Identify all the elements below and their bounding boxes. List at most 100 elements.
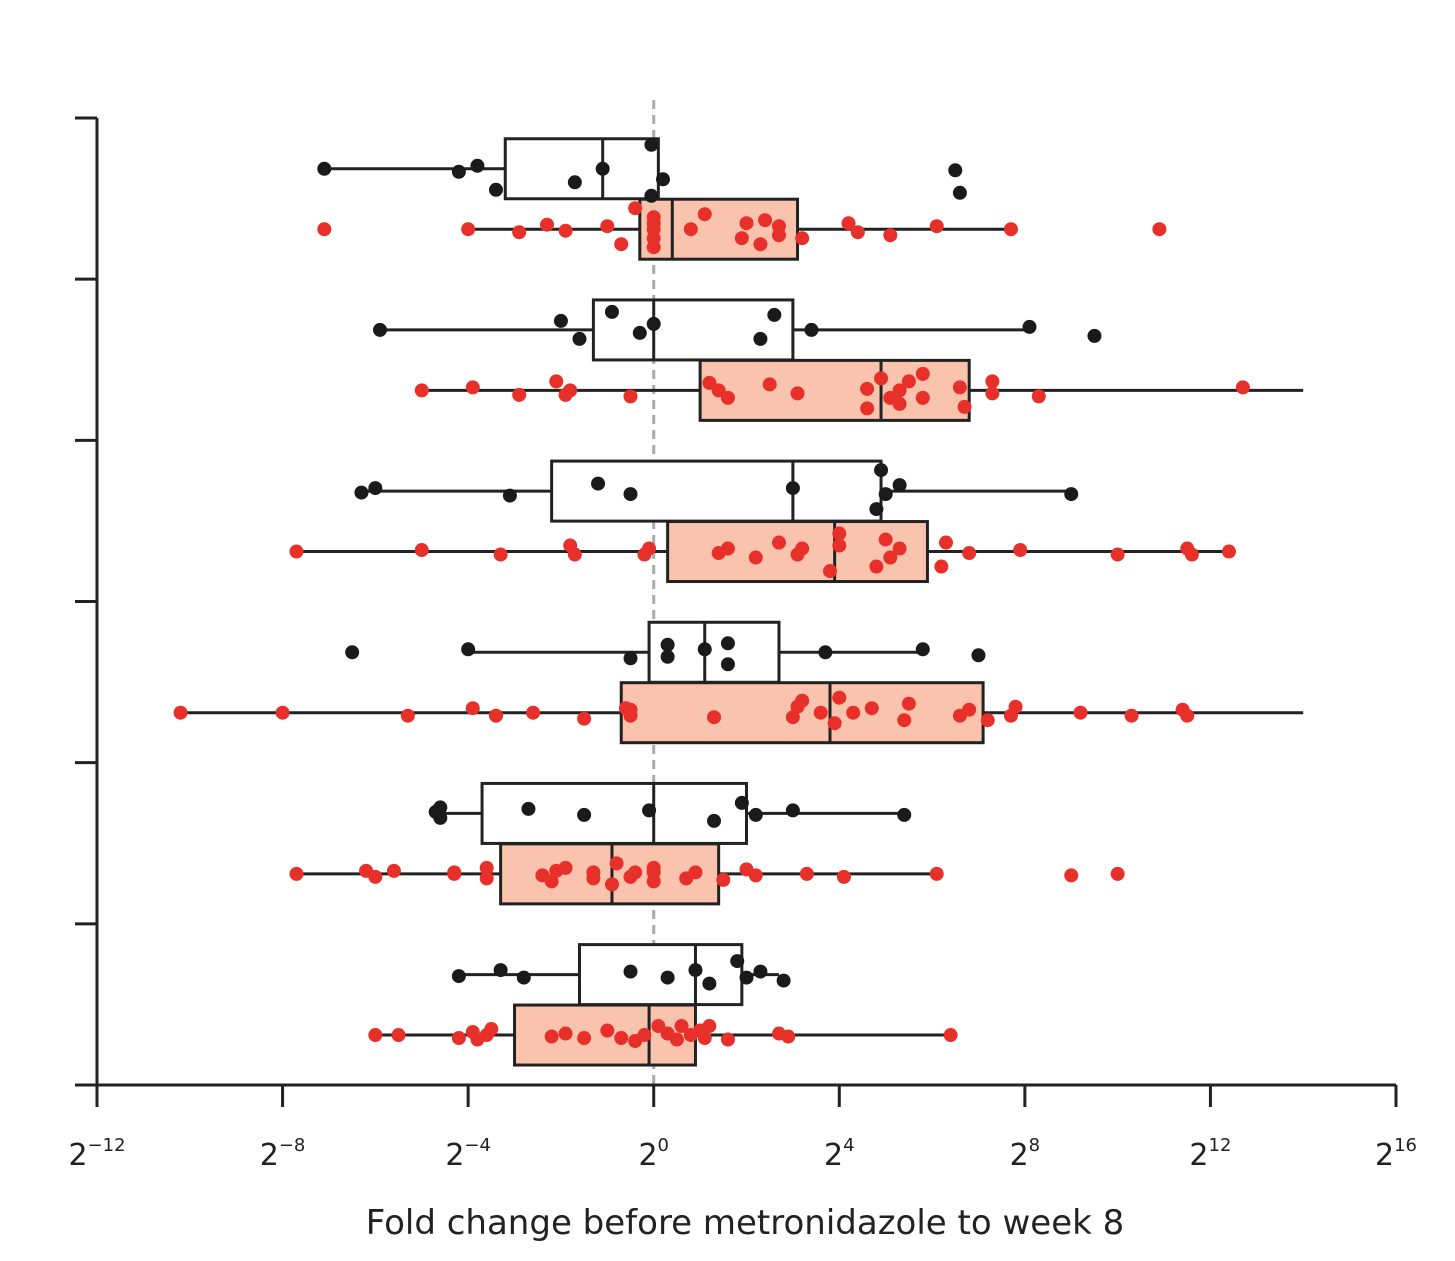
data-point [734,795,749,810]
data-point [674,1019,689,1034]
data-point [776,973,791,988]
data-point [771,535,786,550]
data-point [832,526,847,541]
data-point [785,803,800,818]
data-point [748,868,763,883]
data-point [869,559,884,574]
group-2-red-points [414,366,1250,416]
data-point [669,1032,684,1047]
data-point [720,657,735,672]
data-point [614,237,629,252]
data-point [465,380,480,395]
data-point [804,322,819,337]
data-point [1013,543,1028,558]
data-point [558,860,573,875]
data-point [526,705,541,720]
data-point [1064,487,1079,502]
data-point [391,1028,406,1043]
data-point [289,544,304,559]
data-point [558,1026,573,1041]
group-3-red-points [289,526,1236,579]
data-point [962,546,977,561]
box-iqr [698,358,971,422]
data-point [1180,708,1195,723]
x-tick-label: 2−4 [445,1135,491,1173]
data-point [753,237,768,252]
data-point [644,137,659,152]
data-point [368,1028,383,1043]
data-point [929,866,944,881]
data-point [813,705,828,720]
data-point [535,868,550,883]
data-point [781,1029,796,1044]
data-point [1031,389,1046,404]
data-point [558,223,573,238]
group-4-red-box [180,681,1304,745]
data-point [1003,222,1018,237]
data-point [962,702,977,717]
data-point [1008,699,1023,714]
data-point [841,216,856,231]
data-point [553,313,568,328]
box-iqr [503,137,660,201]
data-point [762,377,777,392]
data-point [488,182,503,197]
data-point [354,485,369,500]
data-point [642,803,657,818]
data-point [600,219,615,234]
data-point [623,651,638,666]
group-4-red-points [173,690,1195,731]
data-point [897,713,912,728]
data-point [628,201,643,216]
data-point [516,970,531,985]
data-point [577,1031,592,1046]
group-1-black-points [317,137,967,203]
data-point [447,865,462,880]
data-point [632,325,647,340]
data-point [892,383,907,398]
data-point [660,649,675,664]
data-point [372,322,387,337]
data-point [655,172,670,187]
data-point [1184,547,1199,562]
data-point [660,637,675,652]
x-tick-label: 24 [824,1135,855,1173]
data-point [1124,708,1139,723]
data-point [1110,866,1125,881]
group-3-black-box [361,459,1072,523]
data-point [948,163,963,178]
box-iqr [480,781,748,845]
data-point [563,538,578,553]
data-point [753,331,768,346]
group-4-black-points [345,636,986,672]
group-3-black-points [354,463,1079,517]
data-point [758,213,773,228]
data-point [646,316,661,331]
data-point [414,383,429,398]
data-point [618,701,633,716]
data-point [707,710,722,725]
group-6-black-points [451,954,791,991]
data-point [915,366,930,381]
data-point [644,188,659,203]
data-point [883,228,898,243]
group-5-black-points [428,795,912,828]
data-point [771,228,786,243]
data-point [317,161,332,176]
data-point [451,969,466,984]
data-point [957,399,972,414]
data-point [591,476,606,491]
data-point [484,1022,499,1037]
x-tick-label: 212 [1189,1135,1231,1173]
group-5-red-points [289,856,1125,892]
data-point [785,481,800,496]
data-point [952,380,967,395]
data-point [734,231,749,246]
data-point [720,390,735,405]
data-point [985,386,1000,401]
data-point [289,866,304,881]
data-point [479,860,494,875]
group-6-red-points [368,1019,958,1049]
data-point [512,225,527,240]
data-point [697,1031,712,1046]
